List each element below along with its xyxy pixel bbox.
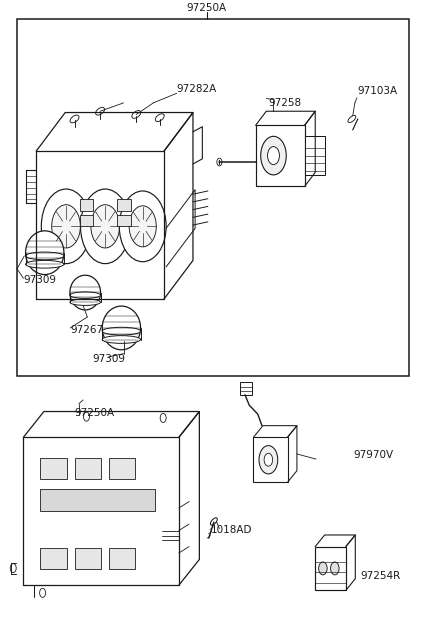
Bar xyxy=(17,19,409,376)
Circle shape xyxy=(91,204,120,248)
Bar xyxy=(40,548,67,569)
Circle shape xyxy=(160,413,166,422)
Circle shape xyxy=(319,562,327,575)
Ellipse shape xyxy=(102,327,141,335)
Circle shape xyxy=(52,204,81,248)
Text: 97309: 97309 xyxy=(23,275,56,285)
Ellipse shape xyxy=(210,518,217,525)
Ellipse shape xyxy=(96,107,104,115)
Ellipse shape xyxy=(132,111,141,118)
Circle shape xyxy=(83,412,89,421)
Bar xyxy=(75,548,101,569)
Bar xyxy=(117,215,131,226)
Ellipse shape xyxy=(70,275,101,310)
Circle shape xyxy=(261,136,286,175)
Circle shape xyxy=(331,562,339,575)
Text: 97250A: 97250A xyxy=(187,3,227,13)
Circle shape xyxy=(129,206,156,247)
Bar xyxy=(256,125,305,186)
Circle shape xyxy=(268,147,279,165)
Ellipse shape xyxy=(26,231,64,275)
Text: 97970V: 97970V xyxy=(354,449,394,460)
Ellipse shape xyxy=(70,299,101,305)
Text: 97258: 97258 xyxy=(268,98,302,108)
Text: 1018AD: 1018AD xyxy=(211,525,252,536)
Bar xyxy=(40,458,67,479)
Bar xyxy=(75,458,101,479)
Bar xyxy=(109,548,135,569)
Ellipse shape xyxy=(70,292,101,298)
Bar xyxy=(40,489,155,511)
Bar xyxy=(315,547,346,590)
Text: 97309: 97309 xyxy=(92,354,125,364)
Bar xyxy=(240,382,252,395)
Ellipse shape xyxy=(348,115,356,123)
Text: 97267: 97267 xyxy=(70,325,104,335)
Circle shape xyxy=(10,563,16,572)
Text: 97250A: 97250A xyxy=(75,408,115,418)
Circle shape xyxy=(119,191,166,262)
Ellipse shape xyxy=(155,114,164,122)
Circle shape xyxy=(40,588,46,597)
Circle shape xyxy=(41,189,91,264)
Bar xyxy=(80,199,93,211)
Text: 97282A: 97282A xyxy=(177,84,217,94)
Bar xyxy=(109,458,135,479)
Circle shape xyxy=(81,189,130,264)
Bar xyxy=(80,215,93,226)
Circle shape xyxy=(259,446,278,474)
Ellipse shape xyxy=(26,252,64,260)
Text: 97254R: 97254R xyxy=(360,571,400,581)
Text: 97103A: 97103A xyxy=(358,86,398,96)
Circle shape xyxy=(217,158,222,166)
Ellipse shape xyxy=(102,336,141,343)
Ellipse shape xyxy=(26,260,64,268)
Ellipse shape xyxy=(70,115,79,123)
Bar xyxy=(117,199,131,211)
Bar xyxy=(253,437,288,482)
Circle shape xyxy=(264,453,273,466)
Ellipse shape xyxy=(102,306,141,350)
Bar xyxy=(305,136,325,175)
